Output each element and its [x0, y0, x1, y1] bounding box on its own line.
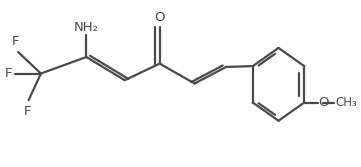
Text: NH₂: NH₂ — [74, 21, 99, 34]
Text: O: O — [318, 96, 329, 109]
Text: CH₃: CH₃ — [336, 96, 357, 109]
Text: F: F — [24, 105, 31, 118]
Text: F: F — [5, 67, 12, 80]
Text: F: F — [12, 35, 19, 48]
Text: O: O — [155, 11, 165, 24]
